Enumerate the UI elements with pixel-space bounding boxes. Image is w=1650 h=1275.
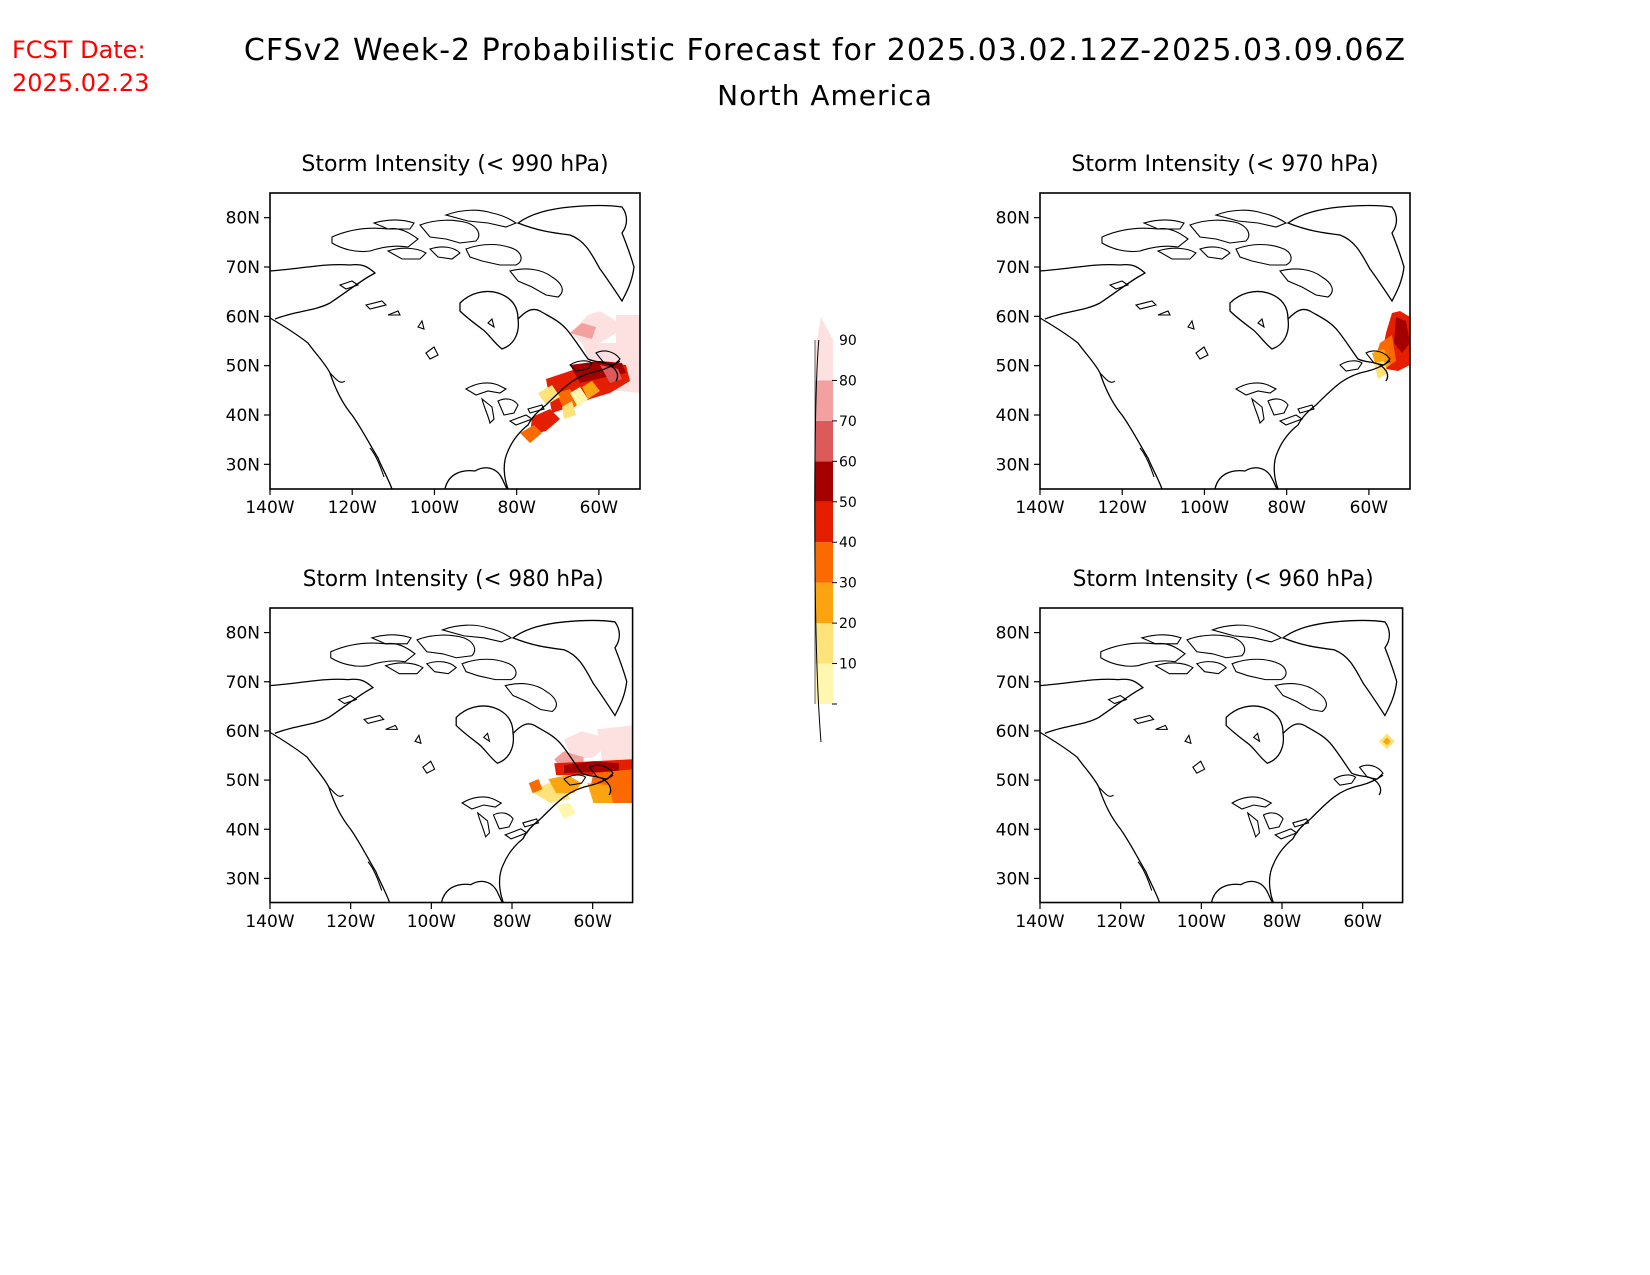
colorbar-label: 40 [839, 535, 857, 551]
lat-tick-label: 30N [996, 455, 1030, 475]
probability-shading [528, 725, 633, 819]
probability-shading [520, 311, 640, 443]
probability-shading [1379, 733, 1395, 750]
lat-tick-label: 60N [996, 307, 1030, 327]
panel-960: Storm Intensity (< 960 hPa) [1039, 567, 1404, 904]
lon-tick-label: 120W [1098, 498, 1147, 518]
colorbar-label: 20 [839, 616, 857, 632]
forecast-date-value: 2025.02.23 [12, 69, 149, 97]
lat-tick-label: 40N [996, 820, 1030, 840]
colorbar-segment [815, 461, 833, 502]
lon-tick-label: 60W [1350, 498, 1389, 518]
panel-990: Storm Intensity (< 990 hPa) [269, 152, 641, 490]
lat-tick-label: 70N [996, 258, 1030, 278]
lon-tick-label: 80W [493, 912, 532, 932]
lon-tick-label: 120W [326, 912, 375, 932]
colorbar-segment [815, 542, 833, 583]
map-frame [269, 192, 641, 490]
map-frame [1039, 192, 1411, 490]
lat-tick-label: 70N [996, 673, 1030, 693]
colorbar-segment [815, 380, 833, 421]
lon-tick-label: 80W [1263, 912, 1302, 932]
panel-title: Storm Intensity (< 980 hPa) [303, 567, 604, 592]
lat-tick-label: 70N [226, 258, 260, 278]
lon-tick-label: 60W [580, 498, 619, 518]
colorbar-label: 30 [839, 576, 857, 592]
lat-tick-label: 50N [226, 771, 260, 791]
lat-tick-label: 50N [996, 771, 1030, 791]
axis-ticks: 80N 70N 60N 50N 40N 30N 140W 120W 100W 80W 60W 80N 7… [226, 209, 1389, 932]
lat-tick-label: 40N [996, 406, 1030, 426]
colorbar-label: 70 [839, 414, 857, 430]
lat-tick-label: 80N [226, 209, 260, 229]
panel-title: Storm Intensity (< 990 hPa) [301, 152, 608, 177]
lon-tick-label: 80W [497, 498, 536, 518]
page-title: CFSv2 Week-2 Probabilistic Forecast for … [244, 33, 1406, 68]
lat-tick-label: 70N [226, 673, 260, 693]
colorbar-segment [815, 623, 833, 664]
lat-tick-label: 80N [226, 624, 260, 644]
lat-tick-label: 40N [226, 820, 260, 840]
lon-tick-label: 80W [1267, 498, 1306, 518]
lat-tick-label: 80N [996, 209, 1030, 229]
lat-tick-label: 80N [996, 624, 1030, 644]
panel-title: Storm Intensity (< 960 hPa) [1073, 567, 1374, 592]
colorbar-label: 90 [839, 333, 857, 349]
lon-tick-label: 100W [407, 912, 456, 932]
colorbar-segment [815, 420, 833, 462]
lon-tick-label: 120W [1096, 912, 1145, 932]
lon-tick-label: 100W [410, 498, 459, 518]
lon-tick-label: 60W [1343, 912, 1382, 932]
lon-tick-label: 120W [328, 498, 377, 518]
lon-tick-label: 60W [573, 912, 612, 932]
map-frame [269, 607, 634, 904]
lat-tick-label: 40N [226, 406, 260, 426]
panel-970: Storm Intensity (< 970 hPa) [1039, 152, 1411, 490]
lon-tick-label: 140W [245, 912, 294, 932]
lon-tick-label: 140W [245, 498, 294, 518]
colorbar-label: 80 [839, 373, 857, 389]
map-frame [1039, 607, 1404, 904]
lat-tick-label: 60N [996, 722, 1030, 742]
colorbar-segment [815, 663, 833, 704]
lon-tick-label: 100W [1177, 912, 1226, 932]
lat-tick-label: 30N [226, 869, 260, 889]
panel-980: Storm Intensity (< 980 hPa) [269, 567, 634, 904]
forecast-date-label: FCST Date: [12, 36, 146, 64]
colorbar-label: 10 [839, 657, 857, 673]
colorbar-label: 60 [839, 454, 857, 470]
lat-tick-label: 30N [226, 455, 260, 475]
lat-tick-label: 60N [226, 722, 260, 742]
colorbar-cap [817, 317, 833, 340]
lat-tick-label: 60N [226, 307, 260, 327]
lat-tick-label: 30N [996, 869, 1030, 889]
lon-tick-label: 140W [1015, 912, 1064, 932]
colorbar-label: 50 [839, 495, 857, 511]
page-subtitle: North America [717, 79, 933, 112]
colorbar-segment [815, 582, 833, 624]
probability-shading [1372, 311, 1410, 379]
probability-colorbar: 10 20 30 40 50 60 70 80 90 [814, 317, 857, 743]
lat-tick-label: 50N [996, 357, 1030, 377]
panel-title: Storm Intensity (< 970 hPa) [1071, 152, 1378, 177]
lat-tick-label: 50N [226, 357, 260, 377]
colorbar-segment [815, 340, 833, 381]
lon-tick-label: 140W [1015, 498, 1064, 518]
lon-tick-label: 100W [1180, 498, 1229, 518]
colorbar-segment [815, 501, 833, 543]
